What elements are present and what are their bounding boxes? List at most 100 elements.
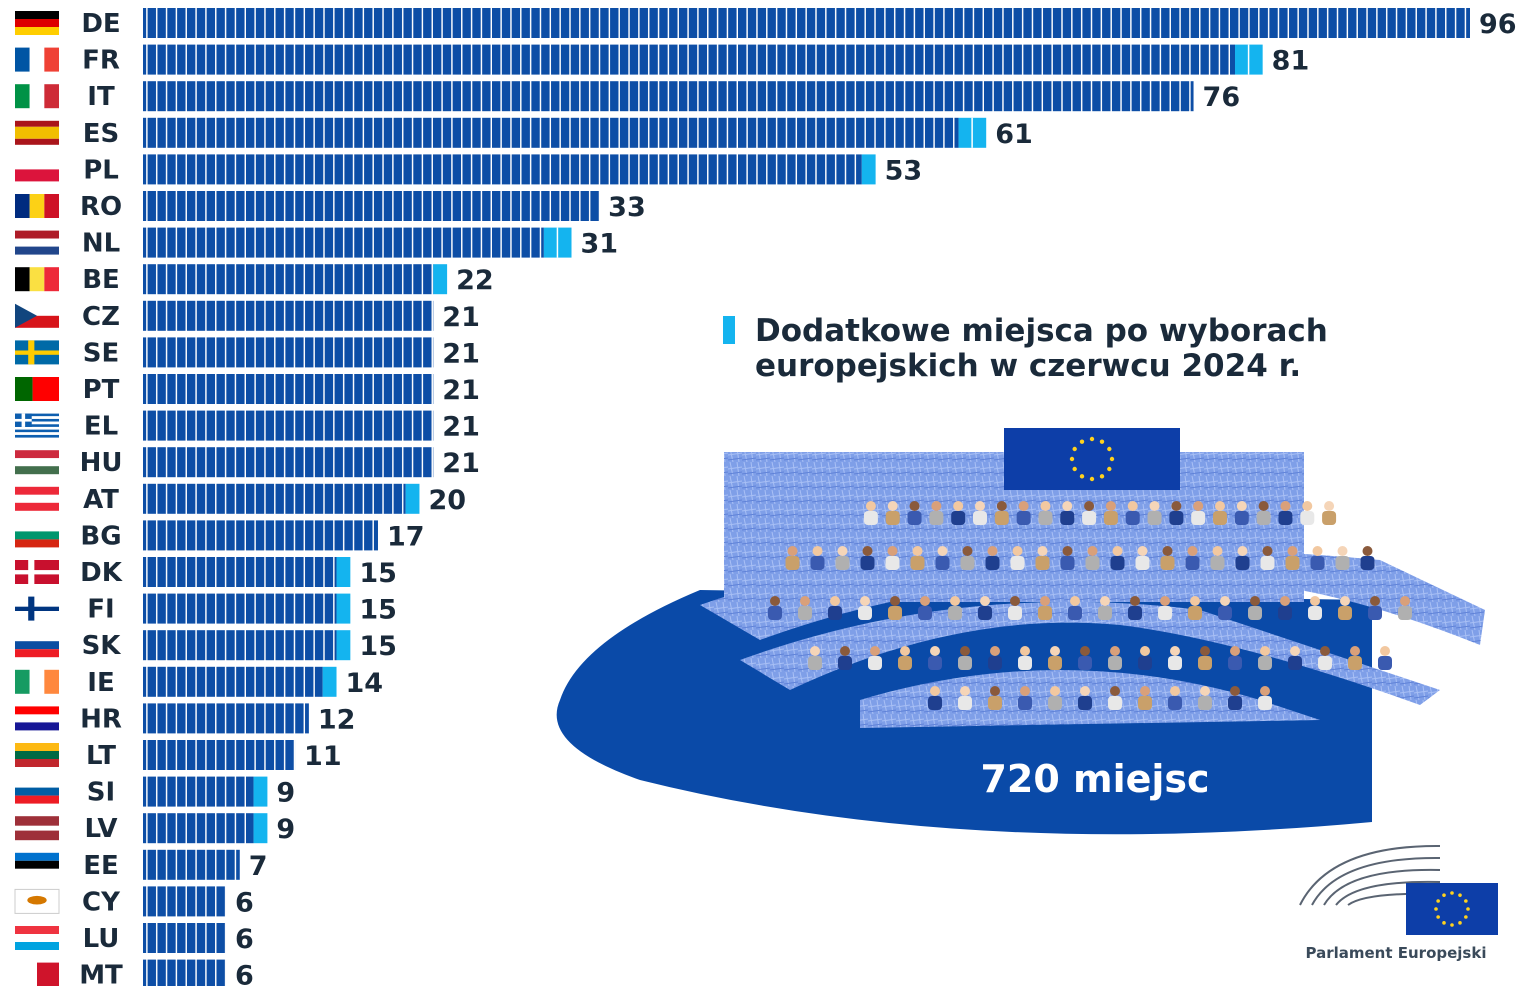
flag-icon-lu bbox=[15, 926, 59, 950]
country-code-label: ES bbox=[83, 119, 120, 149]
value-label: 15 bbox=[359, 631, 397, 662]
bar-base bbox=[143, 154, 862, 185]
flag-icon-fr bbox=[15, 47, 59, 72]
flag-icon-nl bbox=[15, 230, 59, 255]
flag-icon-be bbox=[15, 267, 59, 292]
bar-row-el: EL 21 bbox=[15, 410, 480, 443]
country-code-label: BG bbox=[80, 521, 121, 551]
bar-base bbox=[143, 483, 406, 514]
flag-icon-cy bbox=[14, 888, 60, 914]
bar-row-hr: HR 12 bbox=[15, 703, 355, 735]
value-label: 11 bbox=[304, 741, 342, 772]
bar-base bbox=[143, 410, 434, 441]
country-code-label: RO bbox=[80, 192, 122, 222]
bar-base bbox=[143, 630, 337, 661]
country-code-label: PT bbox=[83, 375, 120, 405]
flag-icon-pl bbox=[15, 157, 59, 182]
country-code-label: HR bbox=[80, 704, 122, 734]
bar-row-hu: HU 21 bbox=[15, 447, 480, 479]
country-code-label: CZ bbox=[82, 302, 120, 332]
bar-additional bbox=[405, 483, 420, 514]
value-label: 15 bbox=[359, 595, 397, 626]
country-code-label: PL bbox=[83, 155, 119, 185]
flag-icon-cz bbox=[15, 303, 59, 328]
country-code-label: AT bbox=[83, 485, 119, 515]
bar-additional bbox=[861, 154, 876, 185]
bar-row-ro: RO 33 bbox=[15, 191, 646, 223]
flag-icon-se bbox=[15, 340, 59, 365]
bar-row-ie: IE 14 bbox=[15, 666, 384, 699]
hemicycle-illustration: 720 miejsc bbox=[556, 428, 1485, 835]
country-code-label: HU bbox=[80, 448, 123, 478]
eu-flag-small bbox=[1406, 883, 1498, 935]
country-code-label: LT bbox=[86, 741, 116, 771]
bar-row-dk: DK 15 bbox=[15, 557, 397, 589]
flag-icon-hu bbox=[15, 450, 59, 475]
flag-icon-fi bbox=[15, 596, 59, 621]
value-label: 22 bbox=[456, 265, 494, 296]
bar-base bbox=[143, 520, 378, 551]
eu-stars bbox=[1069, 436, 1115, 482]
bar-row-es: ES 61 bbox=[15, 117, 1033, 150]
bar-base bbox=[143, 81, 1194, 112]
value-label: 76 bbox=[1203, 82, 1241, 113]
value-label: 21 bbox=[442, 448, 480, 479]
flag-icon-mt bbox=[15, 962, 59, 986]
country-code-label: CY bbox=[82, 887, 121, 917]
value-label: 9 bbox=[276, 778, 295, 809]
flag-icon-dk bbox=[15, 560, 59, 584]
bar-base bbox=[143, 191, 600, 221]
flag-icon-lv bbox=[15, 816, 59, 841]
flag-icon-el bbox=[15, 413, 59, 438]
flag-icon-ie bbox=[15, 669, 59, 694]
bar-base bbox=[143, 703, 309, 734]
country-code-label: IE bbox=[87, 668, 114, 698]
flag-icon-sk bbox=[15, 633, 59, 658]
bar-base bbox=[143, 923, 226, 953]
meps bbox=[768, 501, 1412, 710]
bar-additional bbox=[336, 593, 351, 624]
bar-base bbox=[143, 849, 240, 880]
bar-base bbox=[143, 776, 254, 807]
eu-stars bbox=[1434, 891, 1470, 927]
country-code-label: NL bbox=[82, 229, 120, 259]
value-label: 20 bbox=[428, 485, 466, 516]
bar-row-sk: SK 15 bbox=[15, 630, 397, 662]
value-label: 14 bbox=[346, 668, 384, 699]
country-code-label: LU bbox=[83, 924, 120, 954]
value-label: 21 bbox=[442, 338, 480, 369]
bar-row-ee: EE 7 bbox=[15, 849, 268, 882]
country-code-label: EE bbox=[83, 851, 119, 881]
bar-row-lt: LT 11 bbox=[15, 740, 342, 772]
country-code-label: SI bbox=[87, 778, 115, 808]
bar-row-bg: BG 17 bbox=[15, 520, 425, 552]
flag-icon-de bbox=[15, 11, 59, 35]
country-code-label: EL bbox=[84, 412, 118, 442]
legend-line-2: europejskich w czerwcu 2024 r. bbox=[755, 348, 1301, 384]
bar-base bbox=[143, 593, 337, 624]
bar-row-at: AT 20 bbox=[15, 483, 466, 516]
bar-base bbox=[143, 44, 1236, 75]
parliament-logo: Parlament Europejski bbox=[1299, 844, 1498, 962]
bar-base bbox=[143, 117, 959, 148]
value-label: 81 bbox=[1272, 46, 1310, 77]
country-code-label: DE bbox=[81, 9, 120, 39]
bar-row-fr: FR 81 bbox=[15, 44, 1310, 77]
bar-base bbox=[143, 666, 323, 697]
bar-row-fi: FI 15 bbox=[15, 593, 397, 626]
bar-row-pl: PL 53 bbox=[15, 154, 922, 186]
bar-row-lv: LV 9 bbox=[15, 813, 295, 845]
bar-base bbox=[143, 300, 434, 331]
legend-line-1: Dodatkowe miejsca po wyborach bbox=[755, 313, 1328, 349]
legend: Dodatkowe miejsca po wyborach europejski… bbox=[723, 313, 1328, 384]
value-label: 21 bbox=[442, 375, 480, 406]
bar-additional bbox=[322, 666, 337, 697]
country-code-label: LV bbox=[84, 814, 117, 844]
bar-base bbox=[143, 227, 544, 258]
bar-base bbox=[143, 264, 434, 295]
bar-row-cy: CY 6 bbox=[14, 886, 254, 918]
value-label: 61 bbox=[995, 119, 1033, 150]
seat-rows-outer bbox=[700, 547, 1485, 645]
bar-base bbox=[143, 740, 296, 770]
